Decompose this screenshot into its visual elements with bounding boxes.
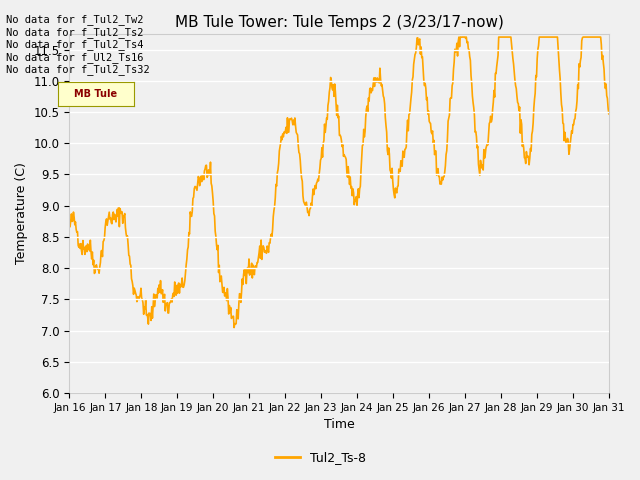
Legend: Tul2_Ts-8: Tul2_Ts-8 [269,446,371,469]
Tul2_Ts-8 [65,224,73,229]
Title: MB Tule Tower: Tule Temps 2 (3/23/17-now): MB Tule Tower: Tule Temps 2 (3/23/17-now… [175,15,504,30]
Text: MB Tule: MB Tule [74,89,118,98]
Tul2_Ts-8 [476,172,484,178]
Tul2_Ts-8 [99,254,106,260]
Y-axis label: Temperature (C): Temperature (C) [15,163,28,264]
Text: No data for f_Tul2_Tw2
No data for f_Tul2_Ts2
No data for f_Tul2_Ts4
No data for: No data for f_Tul2_Tw2 No data for f_Tul… [6,14,150,75]
Line: Tul2_Ts-8: Tul2_Ts-8 [69,37,609,327]
Tul2_Ts-8 [380,93,387,99]
Tul2_Ts-8 [456,34,464,40]
Tul2_Ts-8 [230,324,238,330]
Tul2_Ts-8 [410,61,417,67]
Tul2_Ts-8 [531,90,539,96]
Tul2_Ts-8 [394,184,401,190]
Tul2_Ts-8 [605,111,612,117]
X-axis label: Time: Time [324,419,355,432]
